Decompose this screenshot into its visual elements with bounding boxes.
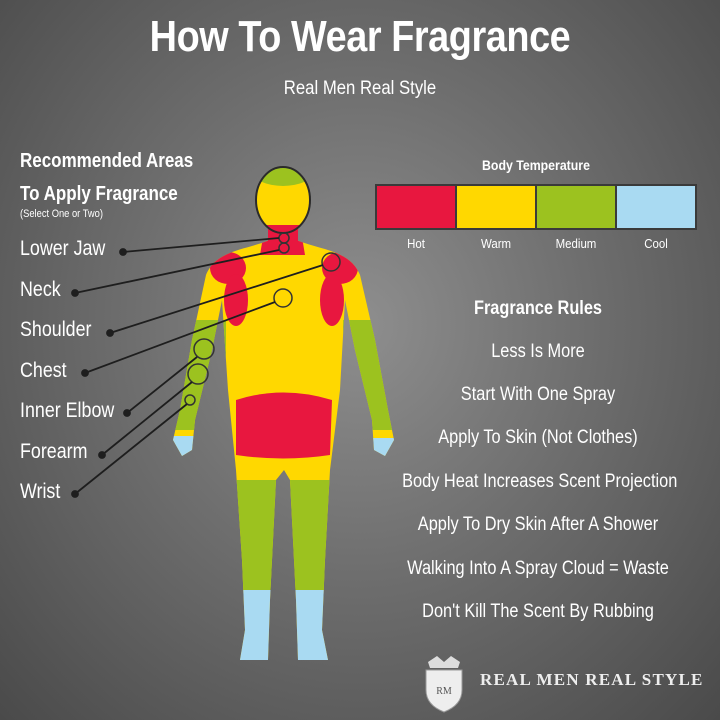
temp-label-warm: Warm: [480, 236, 512, 251]
neck-hot-zone: [260, 225, 305, 255]
feet-cool-zone: [230, 590, 340, 660]
rule-item: Less Is More: [491, 341, 585, 362]
brand-logo-shield: RM: [425, 656, 463, 713]
rule-item: Body Heat Increases Scent Projection: [402, 471, 678, 492]
temperature-scale: [375, 184, 697, 230]
chest-spot: [273, 288, 293, 308]
area-label-forearm: Forearm: [20, 440, 88, 463]
wrist-spot: [184, 394, 196, 406]
forearm-spot: [187, 363, 209, 385]
temp-hot-swatch: [375, 184, 457, 230]
area-label-neck: Neck: [20, 278, 61, 301]
rules-title: Fragrance Rules: [473, 298, 603, 319]
temp-label-hot: Hot: [407, 236, 425, 251]
rule-item: Apply To Dry Skin After A Shower: [417, 514, 659, 535]
page-subtitle: Real Men Real Style: [283, 78, 437, 99]
head-top-medium-zone: [253, 167, 313, 186]
areas-heading-line2: To Apply Fragrance: [20, 183, 178, 205]
page-title: How To Wear Fragrance: [149, 12, 571, 61]
temp-label-medium: Medium: [555, 236, 597, 251]
right-arm-medium-zone: [343, 320, 394, 430]
right-armpit-hot-zone: [320, 274, 344, 326]
left-hand-cool-zone: [173, 436, 230, 466]
temp-warm-swatch: [455, 184, 537, 230]
area-label-lower-jaw: Lower Jaw: [20, 237, 106, 260]
rule-item: Apply To Skin (Not Clothes): [438, 427, 638, 448]
temp-cool-swatch: [615, 184, 697, 230]
leader-lines: [71, 237, 324, 498]
rule-item: Start With One Spray: [460, 384, 616, 405]
left-armpit-hot-zone: [224, 274, 248, 326]
rule-item: Walking Into A Spray Cloud = Waste: [407, 558, 669, 579]
neck-spot: [278, 242, 290, 254]
brand-name: REAL MEN REAL STYLE: [480, 670, 704, 689]
areas-note: (Select One or Two): [20, 208, 103, 220]
temp-medium-swatch: [535, 184, 617, 230]
application-spot-circles: [184, 232, 341, 406]
area-label-shoulder: Shoulder: [20, 318, 92, 341]
temperature-title: Body Temperature: [482, 157, 590, 173]
legs-medium-zone: [230, 480, 340, 590]
area-label-chest: Chest: [20, 359, 67, 382]
inner-elbow-spot: [193, 338, 215, 360]
area-label-wrist: Wrist: [20, 480, 61, 503]
area-label-inner-elbow: Inner Elbow: [20, 399, 115, 422]
svg-text:RM: RM: [436, 686, 452, 697]
rule-item: Don't Kill The Scent By Rubbing: [422, 601, 654, 622]
areas-heading-line1: Recommended Areas: [20, 150, 194, 172]
hips-hot-zone: [236, 392, 332, 459]
temp-label-cool: Cool: [644, 236, 668, 251]
shoulder-spot: [321, 252, 341, 272]
